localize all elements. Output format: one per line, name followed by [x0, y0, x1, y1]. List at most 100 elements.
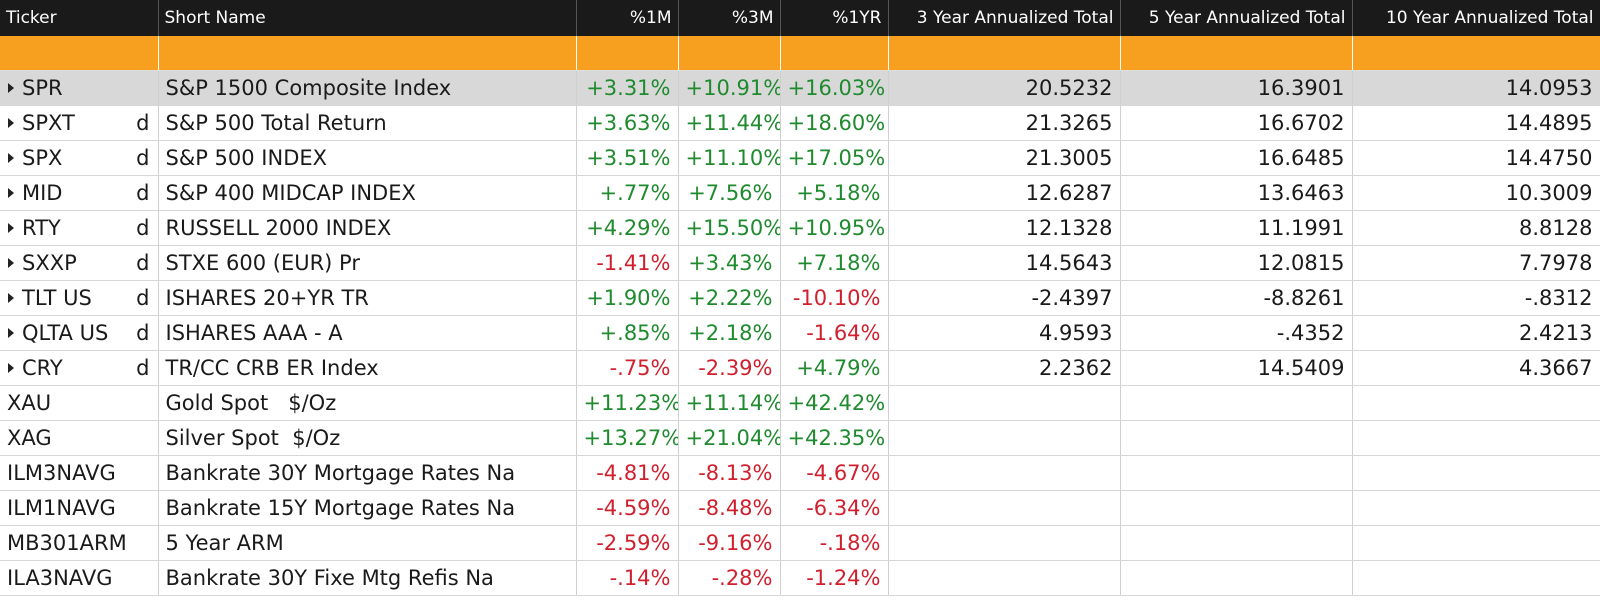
expand-arrow-icon[interactable] [8, 328, 14, 338]
ticker-label: SPR [22, 76, 63, 100]
ticker-cell[interactable]: TLT US d [0, 280, 159, 316]
ticker-flag: d [136, 251, 150, 275]
pct-1m-cell: +1.90% [576, 280, 679, 316]
expand-arrow-icon[interactable] [8, 118, 14, 128]
filter-cell-ticker[interactable] [0, 36, 159, 71]
ticker-cell[interactable]: MB301ARM [0, 525, 159, 561]
column-header-3m[interactable]: %3M [678, 0, 781, 36]
table-row[interactable]: SPX d S&P 500 INDEX +3.51% +11.10% +17.05% 21.… [0, 140, 1600, 176]
ticker-label: RTY [22, 216, 61, 240]
short-name-cell: RUSSELL 2000 INDEX [158, 210, 577, 246]
filter-cell-10y[interactable] [1352, 36, 1600, 71]
ticker-flag: d [136, 321, 150, 345]
table-row[interactable]: SPXT d S&P 500 Total Return +3.63% +11.44% +1… [0, 105, 1600, 141]
ticker-cell[interactable]: QLTA US d [0, 315, 159, 351]
filter-cell-1m[interactable] [576, 36, 679, 71]
annualized-10y-cell: 4.3667 [1352, 350, 1600, 386]
ticker-flag: d [136, 181, 150, 205]
column-header-ticker[interactable]: Ticker [0, 0, 159, 36]
column-header-short-name[interactable]: Short Name [158, 0, 577, 36]
table-row[interactable]: ILM1NAVG Bankrate 15Y Mortgage Rates Na -4… [0, 490, 1600, 526]
annualized-10y-cell: 14.0953 [1352, 70, 1600, 106]
annualized-10y-cell [1352, 420, 1600, 456]
ticker-cell[interactable]: ILM1NAVG [0, 490, 159, 526]
table-row[interactable]: QLTA US d ISHARES AAA - A +.85% +2.18% -1.64%… [0, 315, 1600, 351]
expand-arrow-icon[interactable] [8, 293, 14, 303]
ticker-cell[interactable]: SPR [0, 70, 159, 106]
expand-arrow-icon[interactable] [8, 223, 14, 233]
annualized-3y-cell [888, 385, 1121, 421]
column-header-1m[interactable]: %1M [576, 0, 679, 36]
pct-1m-cell: +3.63% [576, 105, 679, 141]
table-row[interactable]: ILA3NAVG Bankrate 30Y Fixe Mtg Refis Na -.… [0, 560, 1600, 596]
table-row[interactable]: TLT US d ISHARES 20+YR TR +1.90% +2.22% -10.1… [0, 280, 1600, 316]
annualized-10y-cell [1352, 385, 1600, 421]
ticker-cell[interactable]: RTY d [0, 210, 159, 246]
column-header-10y-annualized[interactable]: 10 Year Annualized Total [1352, 0, 1600, 36]
annualized-5y-cell: -.4352 [1120, 315, 1353, 351]
filter-cell-short-name[interactable] [158, 36, 577, 71]
pct-1yr-cell: -4.67% [780, 455, 889, 491]
annualized-10y-cell [1352, 525, 1600, 561]
annualized-3y-cell [888, 560, 1121, 596]
pct-3m-cell: -9.16% [678, 525, 781, 561]
pct-1m-cell: -2.59% [576, 525, 679, 561]
annualized-3y-cell: -2.4397 [888, 280, 1121, 316]
pct-1yr-cell: -10.10% [780, 280, 889, 316]
ticker-label: SPX [22, 146, 63, 170]
ticker-cell[interactable]: SPXT d [0, 105, 159, 141]
annualized-10y-cell: 7.7978 [1352, 245, 1600, 281]
expand-arrow-icon[interactable] [8, 153, 14, 163]
pct-3m-cell: +10.91% [678, 70, 781, 106]
table-row[interactable]: MID d S&P 400 MIDCAP INDEX +.77% +7.56% +5.18… [0, 175, 1600, 211]
ticker-label: CRY [22, 356, 63, 380]
ticker-cell[interactable]: CRY d [0, 350, 159, 386]
pct-1yr-cell: +18.60% [780, 105, 889, 141]
pct-1yr-cell: +5.18% [780, 175, 889, 211]
filter-cell-3y[interactable] [888, 36, 1121, 71]
table-row[interactable]: XAU Gold Spot $/Oz +11.23% +11.14% +42.42% [0, 385, 1600, 421]
annualized-10y-cell: 8.8128 [1352, 210, 1600, 246]
ticker-flag: d [136, 216, 150, 240]
ticker-cell[interactable]: XAG [0, 420, 159, 456]
table-row[interactable]: XAG Silver Spot $/Oz +13.27% +21.04% +42.35% [0, 420, 1600, 456]
table-row[interactable]: MB301ARM 5 Year ARM -2.59% -9.16% -.18% [0, 525, 1600, 561]
table-row[interactable]: SXXP d STXE 600 (EUR) Pr -1.41% +3.43% +7.18%… [0, 245, 1600, 281]
ticker-cell[interactable]: ILM3NAVG [0, 455, 159, 491]
annualized-3y-cell: 4.9593 [888, 315, 1121, 351]
ticker-cell[interactable]: SXXP d [0, 245, 159, 281]
column-header-1yr[interactable]: %1YR [780, 0, 889, 36]
annualized-3y-cell [888, 420, 1121, 456]
table-row[interactable]: RTY d RUSSELL 2000 INDEX +4.29% +15.50% +10.9… [0, 210, 1600, 246]
annualized-3y-cell: 20.5232 [888, 70, 1121, 106]
expand-arrow-icon[interactable] [8, 188, 14, 198]
ticker-cell[interactable]: MID d [0, 175, 159, 211]
short-name-cell: S&P 400 MIDCAP INDEX [158, 175, 577, 211]
ticker-cell[interactable]: SPX d [0, 140, 159, 176]
table-row[interactable]: SPR S&P 1500 Composite Index +3.31% +10.91%… [0, 70, 1600, 106]
expand-arrow-icon[interactable] [8, 363, 14, 373]
annualized-5y-cell: 16.3901 [1120, 70, 1353, 106]
pct-3m-cell: +11.10% [678, 140, 781, 176]
filter-cell-5y[interactable] [1120, 36, 1353, 71]
filter-cell-1yr[interactable] [780, 36, 889, 71]
pct-3m-cell: -8.13% [678, 455, 781, 491]
ticker-label: QLTA US [22, 321, 109, 345]
column-header-5y-annualized[interactable]: 5 Year Annualized Total [1120, 0, 1353, 36]
table-row[interactable]: ILM3NAVG Bankrate 30Y Mortgage Rates Na -4… [0, 455, 1600, 491]
filter-cell-3m[interactable] [678, 36, 781, 71]
annualized-3y-cell: 12.1328 [888, 210, 1121, 246]
annualized-5y-cell [1120, 490, 1353, 526]
expand-arrow-icon[interactable] [8, 83, 14, 93]
pct-3m-cell: +3.43% [678, 245, 781, 281]
table-row[interactable]: CRY d TR/CC CRB ER Index -.75% -2.39% +4.79% 2… [0, 350, 1600, 386]
annualized-5y-cell [1120, 420, 1353, 456]
ticker-cell[interactable]: ILA3NAVG [0, 560, 159, 596]
annualized-3y-cell [888, 490, 1121, 526]
short-name-cell: STXE 600 (EUR) Pr [158, 245, 577, 281]
column-header-3y-annualized[interactable]: 3 Year Annualized Total [888, 0, 1121, 36]
pct-1yr-cell: +42.35% [780, 420, 889, 456]
ticker-cell[interactable]: XAU [0, 385, 159, 421]
expand-arrow-icon[interactable] [8, 258, 14, 268]
